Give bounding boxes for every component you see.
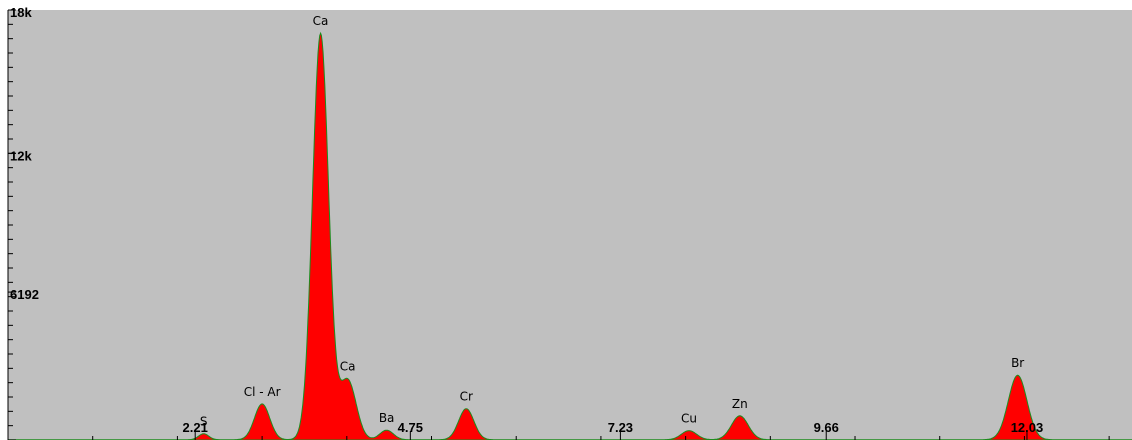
- y-tick-label: 18k: [10, 5, 32, 20]
- y-tick-label: 6192: [10, 287, 39, 302]
- peak-label: S: [200, 415, 208, 429]
- peak-label: Cu: [681, 412, 697, 426]
- y-tick-label: 12k: [10, 148, 32, 163]
- peak-label: Cl - Ar: [244, 385, 281, 399]
- x-tick-label: 7.23: [608, 420, 633, 435]
- x-tick-label: 4.75: [398, 420, 423, 435]
- x-tick-label: 12.03: [1011, 420, 1044, 435]
- x-tick-label: 9.66: [814, 420, 839, 435]
- x-tick-label: 2.21: [183, 420, 208, 435]
- peak-label: Cr: [460, 390, 473, 404]
- peak-label: Ca: [313, 14, 329, 28]
- plot-background: [8, 10, 1132, 440]
- peak-label: Br: [1011, 356, 1024, 370]
- peak-label: Ba: [379, 411, 395, 425]
- axes: [7, 9, 1110, 440]
- labels: 18k 12k 6192 2.21 4.75 7.23 9.66 12.03 S Cl - Ar C…: [10, 5, 1043, 435]
- peak-label: Zn: [732, 397, 748, 411]
- peak-label: Ca: [340, 360, 356, 374]
